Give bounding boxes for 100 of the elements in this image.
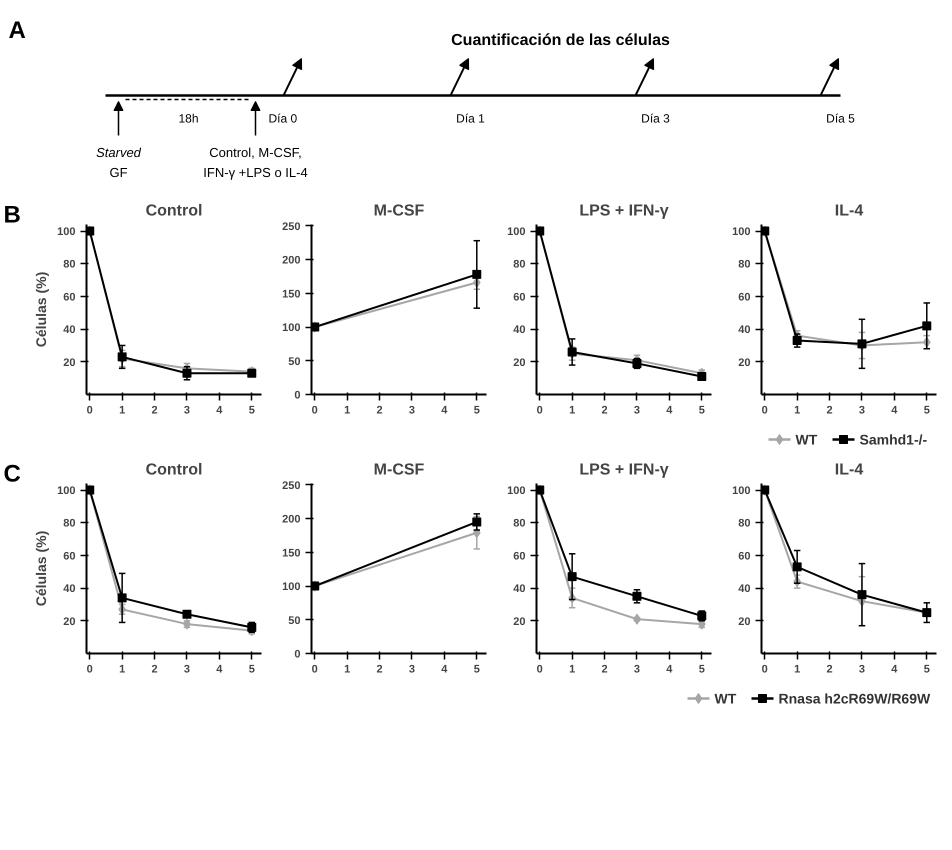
text: Control, M-CSF,: [209, 145, 302, 160]
text: Día 3: [641, 112, 670, 126]
chart-title: M-CSF: [374, 202, 425, 220]
x-tick-label: 1: [119, 404, 126, 416]
text: B: [4, 202, 21, 228]
x-tick-label: 0: [86, 664, 93, 676]
x-tick-label: 5: [248, 404, 255, 416]
y-tick-label: 80: [738, 518, 751, 530]
text: 18h: [178, 112, 199, 126]
point: [922, 321, 932, 330]
y-tick-label: 150: [282, 547, 301, 560]
x-tick-label: 1: [794, 664, 800, 676]
x-tick-label: 0: [312, 664, 318, 676]
y-axis-title: Células (%): [33, 530, 50, 606]
point: [857, 590, 866, 600]
point: [247, 368, 256, 378]
y-tick-label: 250: [282, 480, 301, 492]
chart-title: IL-4: [834, 462, 864, 478]
x-tick-label: 4: [891, 664, 898, 676]
y-tick-label: 80: [513, 518, 526, 530]
y-tick-label: 80: [513, 258, 526, 271]
x-tick-label: 4: [441, 664, 448, 676]
y-tick-label: 60: [738, 291, 751, 304]
chart-title: LPS + IFN-γ: [579, 462, 669, 478]
chart-title: Control: [146, 202, 202, 220]
y-tick-label: 20: [513, 356, 526, 369]
x-tick-label: 1: [344, 664, 350, 676]
x-tick-label: 2: [601, 664, 608, 676]
text: A: [8, 17, 26, 44]
point: [182, 610, 192, 619]
point: [568, 348, 577, 356]
y-tick-label: 40: [63, 583, 76, 596]
x-tick-label: 4: [666, 664, 674, 676]
x-tick-label: 3: [408, 404, 416, 416]
x-tick-label: 0: [762, 404, 768, 416]
x-tick-label: 5: [474, 404, 480, 416]
y-tick-label: 80: [63, 518, 76, 530]
y-axis-title: Células (%): [33, 272, 50, 348]
y-tick-label: 20: [738, 356, 751, 369]
y-tick-label: 250: [282, 220, 301, 233]
x-tick-label: 4: [216, 404, 224, 416]
x-tick-label: 0: [312, 404, 318, 416]
y-tick-label: 20: [738, 616, 751, 628]
y-tick-label: 60: [63, 550, 76, 562]
point: [118, 593, 127, 602]
x-tick-label: 0: [86, 404, 93, 416]
x-tick-label: 5: [924, 664, 930, 676]
y-tick-label: 20: [63, 356, 76, 369]
y-tick-label: 100: [282, 322, 301, 334]
point: [472, 270, 482, 279]
y-tick-label: 150: [282, 288, 301, 300]
x-tick-label: 5: [698, 404, 705, 416]
legend-label: Rnasa h2cR69W/R69W: [778, 690, 932, 706]
x-tick-label: 5: [924, 404, 930, 416]
x-tick-label: 2: [826, 404, 833, 416]
legend-label: Samhd1-/-: [860, 432, 928, 448]
x-tick-label: 5: [698, 664, 705, 676]
x-tick-label: 2: [376, 404, 383, 416]
y-tick-label: 100: [732, 226, 751, 238]
y-tick-label: 100: [507, 226, 526, 238]
x-tick-label: 3: [408, 664, 416, 676]
point: [697, 372, 706, 382]
y-tick-label: 100: [507, 485, 526, 498]
y-tick-label: 40: [738, 583, 751, 596]
x-tick-label: 1: [119, 664, 126, 676]
y-tick-label: 80: [738, 258, 751, 271]
y-tick-label: 20: [63, 616, 76, 628]
x-tick-label: 2: [151, 404, 158, 416]
x-tick-label: 1: [569, 664, 576, 676]
chart-title: LPS + IFN-γ: [579, 202, 669, 220]
y-tick-label: 100: [57, 485, 76, 498]
y-tick-label: 0: [294, 390, 301, 402]
y-tick-label: 100: [57, 226, 76, 238]
x-tick-label: 4: [891, 404, 898, 416]
x-tick-label: 2: [826, 664, 833, 676]
y-tick-label: 40: [513, 583, 526, 596]
y-tick-label: 80: [63, 258, 76, 271]
y-tick-label: 60: [738, 550, 751, 562]
x-tick-label: 5: [248, 664, 255, 676]
chart-title: IL-4: [834, 202, 864, 220]
chart-title: M-CSF: [374, 462, 425, 478]
point: [792, 562, 802, 572]
x-tick-label: 1: [794, 404, 800, 416]
text: Día 0: [268, 112, 298, 126]
y-tick-label: 40: [513, 324, 526, 336]
legend-label: WT: [796, 432, 818, 448]
x-tick-label: 2: [151, 664, 158, 676]
text: Cuantificación de las células: [451, 32, 670, 49]
x-tick-label: 1: [344, 404, 350, 416]
legend-label: WT: [714, 690, 737, 706]
text: Día 1: [456, 112, 486, 126]
point: [568, 572, 577, 582]
text: Día 5: [826, 112, 856, 126]
x-tick-label: 3: [184, 404, 190, 416]
x-tick-label: 2: [376, 664, 383, 676]
y-tick-label: 200: [282, 254, 301, 267]
y-tick-label: 40: [63, 324, 76, 336]
y-tick-label: 100: [732, 485, 751, 498]
x-tick-label: 0: [536, 404, 543, 416]
text: GF: [109, 165, 128, 180]
